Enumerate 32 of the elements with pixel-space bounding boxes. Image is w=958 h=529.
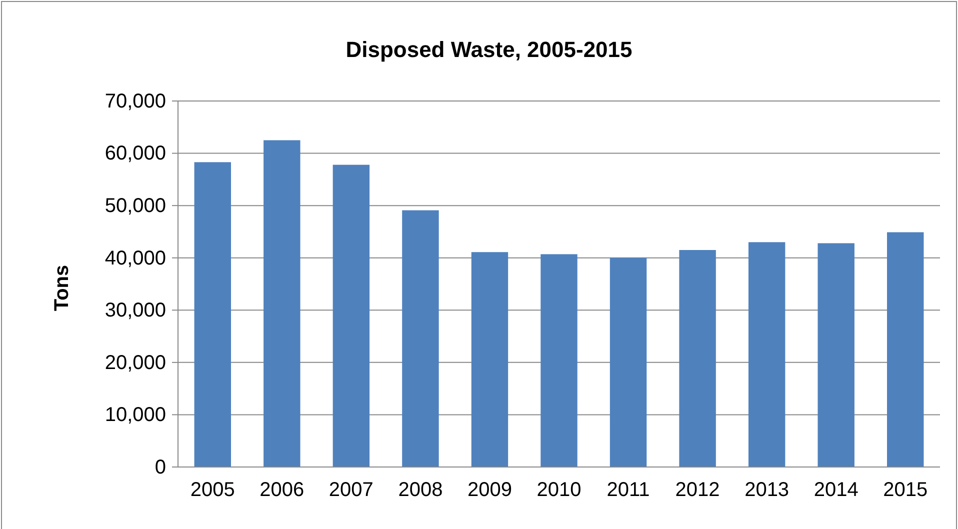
x-tick-label: 2012	[675, 479, 720, 501]
bar	[332, 164, 370, 467]
bar	[610, 258, 647, 467]
bar	[471, 252, 508, 467]
y-tick-label: 10,000	[104, 404, 166, 426]
x-tick-label: 2013	[744, 479, 790, 501]
x-tick-label: 2008	[398, 479, 443, 501]
x-tick-label: 2014	[814, 479, 858, 501]
x-tick-label: 2005	[190, 479, 235, 501]
x-tick-label: 2006	[260, 479, 304, 501]
x-tick-label: 2010	[536, 479, 582, 501]
bar	[679, 250, 716, 467]
x-tick-label: 2009	[467, 479, 512, 501]
x-tick-label: 2011	[606, 479, 650, 501]
y-axis-title: Tons	[51, 264, 73, 312]
bar	[194, 162, 231, 467]
bar	[887, 232, 924, 467]
y-tick-label: 60,000	[104, 142, 166, 165]
chart-title: Disposed Waste, 2005-2015	[346, 37, 632, 62]
bar	[402, 210, 439, 467]
y-tick-label: 40,000	[104, 247, 166, 270]
y-tick-label: 30,000	[104, 300, 166, 322]
y-tick-label: 20,000	[104, 352, 166, 374]
y-tick-label: 0	[154, 456, 166, 478]
bar	[748, 242, 786, 467]
y-tick-label: 50,000	[104, 194, 166, 217]
y-tick-label: 70,000	[104, 90, 166, 112]
bar	[818, 243, 854, 467]
x-tick-label: 2015	[883, 479, 928, 501]
bar	[540, 254, 578, 467]
x-tick-label: 2007	[328, 479, 374, 501]
bar	[264, 140, 300, 467]
